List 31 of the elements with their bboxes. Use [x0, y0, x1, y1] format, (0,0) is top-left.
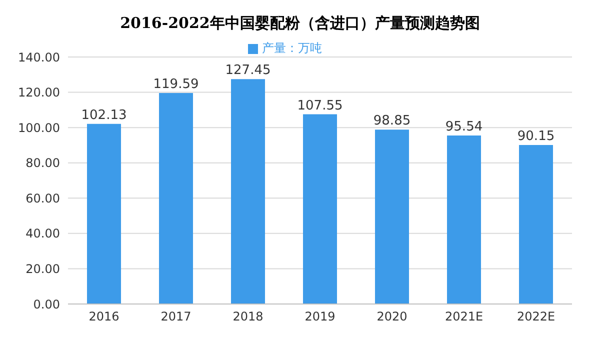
data-label: 98.85 [373, 114, 411, 129]
bar [159, 93, 193, 304]
data-label: 119.59 [153, 77, 199, 92]
y-tick-label: 120.00 [18, 86, 60, 100]
y-tick-label: 80.00 [26, 156, 60, 170]
data-label: 95.54 [445, 119, 483, 134]
data-label: 90.15 [517, 128, 555, 144]
bar [87, 124, 121, 304]
legend-label: 产量：万吨 [262, 41, 322, 55]
y-tick-label: 140.00 [18, 50, 60, 64]
y-tick-label: 20.00 [26, 262, 60, 276]
y-tick-label: 40.00 [26, 226, 60, 241]
x-tick-label: 2018 [232, 310, 264, 324]
x-tick-label: 2017 [160, 310, 192, 324]
bar [303, 114, 337, 304]
x-tick-label: 2016 [88, 310, 120, 324]
y-tick-label: 100.00 [18, 120, 60, 135]
y-tick-label: 60.00 [26, 191, 60, 206]
bar [519, 144, 553, 304]
x-tick-label: 2022E [516, 310, 556, 324]
bar [375, 130, 409, 304]
chart-title: 2016-2022年中国婴配粉（含进口）产量预测趋势图 [119, 13, 481, 34]
y-tick-label: 0.00 [33, 297, 60, 312]
bar [231, 79, 265, 304]
x-tick-label: 2020 [376, 310, 408, 324]
x-tick-label: 2019 [304, 310, 336, 324]
x-tick-label: 2021E [444, 310, 484, 324]
bar [447, 135, 481, 304]
data-label: 127.45 [225, 63, 271, 78]
data-label: 102.13 [81, 108, 127, 123]
data-label: 107.55 [297, 98, 343, 114]
